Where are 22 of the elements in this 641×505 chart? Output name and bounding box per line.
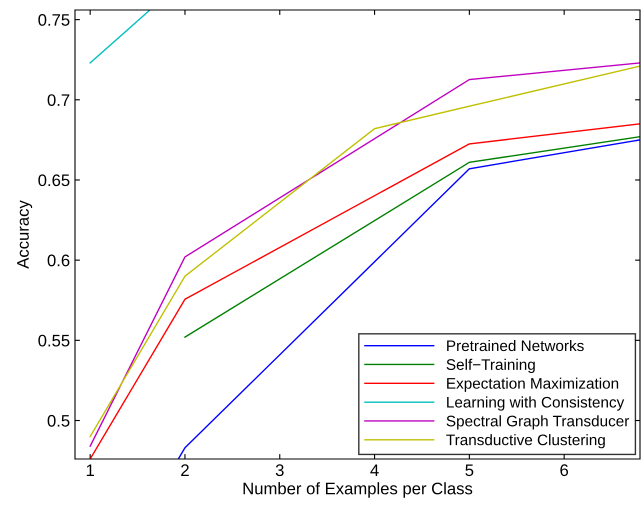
legend-label: Transductive Clustering bbox=[446, 434, 605, 448]
y-tick-label: 0.65 bbox=[38, 174, 70, 186]
legend-label: Expectation Maximization bbox=[447, 378, 618, 392]
x-axis-title: Number of Examples per Class bbox=[244, 482, 472, 498]
y-tick-label: 0.7 bbox=[48, 94, 70, 106]
x-tick-label: 4 bbox=[370, 464, 379, 476]
y-axis-title: Accuracy bbox=[17, 200, 32, 269]
y-tick-label: 0.75 bbox=[38, 14, 70, 26]
y-tick-label: 0.6 bbox=[48, 254, 70, 266]
line-series bbox=[89, 123, 640, 459]
x-tick-label: 6 bbox=[560, 464, 568, 476]
legend-label: Self−Training bbox=[446, 358, 535, 374]
legend-label: Pretrained Networks bbox=[447, 340, 584, 352]
x-tick-label: 2 bbox=[181, 464, 189, 476]
x-tick-label: 5 bbox=[465, 464, 474, 476]
y-tick-label: 0.5 bbox=[48, 414, 70, 427]
x-tick-label: 1 bbox=[86, 464, 94, 476]
x-tick-label: 3 bbox=[276, 464, 284, 476]
legend-label: Spectral Graph Transducer bbox=[446, 415, 630, 430]
y-tick-label: 0.55 bbox=[38, 334, 70, 347]
line-series bbox=[178, 139, 640, 459]
legend-label: Learning with Consistency bbox=[447, 396, 624, 411]
